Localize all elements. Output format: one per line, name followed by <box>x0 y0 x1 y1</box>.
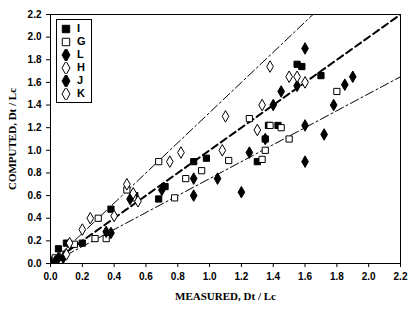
svg-text:0.4: 0.4 <box>28 212 42 223</box>
svg-text:0.2: 0.2 <box>75 271 89 282</box>
svg-text:0.8: 0.8 <box>171 271 185 282</box>
html-text:G: G <box>77 35 86 47</box>
svg-text:1.6: 1.6 <box>298 271 312 282</box>
svg-text:MEASURED, Dt / Lc: MEASURED, Dt / Lc <box>175 290 276 302</box>
svg-text:1.8: 1.8 <box>28 54 42 65</box>
svg-text:2.0: 2.0 <box>28 31 42 42</box>
svg-text:0.6: 0.6 <box>28 190 42 201</box>
svg-text:0.8: 0.8 <box>28 167 42 178</box>
svg-text:0.0: 0.0 <box>44 271 58 282</box>
svg-text:1.2: 1.2 <box>28 122 42 133</box>
svg-text:1.6: 1.6 <box>28 77 42 88</box>
svg-text:1.0: 1.0 <box>28 145 42 156</box>
html-text:J: J <box>77 74 84 86</box>
svg-text:2.2: 2.2 <box>28 9 42 20</box>
svg-text:1.2: 1.2 <box>234 271 248 282</box>
svg-text:2.2: 2.2 <box>394 271 408 282</box>
svg-text:COMPUTED, Dt / Lc: COMPUTED, Dt / Lc <box>6 88 18 190</box>
svg-text:1.4: 1.4 <box>28 99 42 110</box>
html-text:I: I <box>77 22 81 34</box>
svg-text:2.0: 2.0 <box>362 271 376 282</box>
svg-text:1.0: 1.0 <box>203 271 217 282</box>
html-text:K: K <box>77 87 85 99</box>
html-text:H: H <box>77 61 85 73</box>
svg-text:1.8: 1.8 <box>330 271 344 282</box>
html-text:L: L <box>77 48 84 60</box>
svg-text:0.4: 0.4 <box>107 271 121 282</box>
svg-text:1.4: 1.4 <box>266 271 280 282</box>
svg-text:0.0: 0.0 <box>28 258 42 269</box>
svg-text:0.2: 0.2 <box>28 235 42 246</box>
svg-text:0.6: 0.6 <box>139 271 153 282</box>
